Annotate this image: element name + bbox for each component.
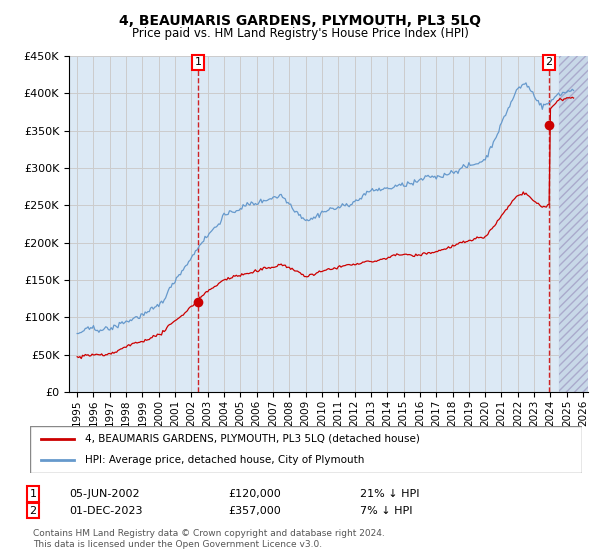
Text: HPI: Average price, detached house, City of Plymouth: HPI: Average price, detached house, City…	[85, 455, 365, 465]
Text: £357,000: £357,000	[228, 506, 281, 516]
Text: 1: 1	[29, 489, 37, 499]
Text: 21% ↓ HPI: 21% ↓ HPI	[360, 489, 419, 499]
Bar	[559, 56, 588, 392]
Text: 2: 2	[545, 58, 553, 68]
Text: 05-JUN-2002: 05-JUN-2002	[69, 489, 140, 499]
Text: 4, BEAUMARIS GARDENS, PLYMOUTH, PL3 5LQ (detached house): 4, BEAUMARIS GARDENS, PLYMOUTH, PL3 5LQ …	[85, 434, 420, 444]
Text: 01-DEC-2023: 01-DEC-2023	[69, 506, 143, 516]
Text: 7% ↓ HPI: 7% ↓ HPI	[360, 506, 413, 516]
FancyBboxPatch shape	[30, 426, 582, 473]
Text: £120,000: £120,000	[228, 489, 281, 499]
Text: 1: 1	[195, 58, 202, 68]
Text: 2: 2	[29, 506, 37, 516]
Text: 4, BEAUMARIS GARDENS, PLYMOUTH, PL3 5LQ: 4, BEAUMARIS GARDENS, PLYMOUTH, PL3 5LQ	[119, 14, 481, 28]
Text: Price paid vs. HM Land Registry's House Price Index (HPI): Price paid vs. HM Land Registry's House …	[131, 27, 469, 40]
Text: Contains HM Land Registry data © Crown copyright and database right 2024.
This d: Contains HM Land Registry data © Crown c…	[33, 529, 385, 549]
Bar	[559, 56, 588, 392]
